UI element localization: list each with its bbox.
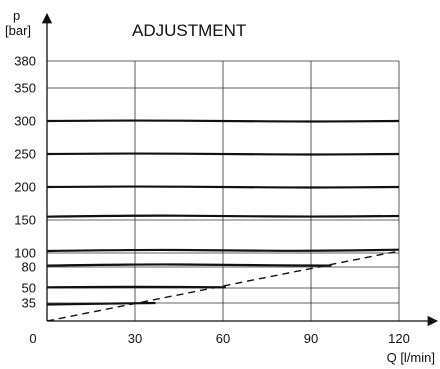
y-tick-label: 35 [22, 296, 36, 311]
y-tick-label: 150 [14, 213, 36, 228]
x-tick-label: 120 [388, 331, 410, 346]
x-axis-label: Q [l/min] [387, 350, 435, 365]
x-tick-label: 0 [29, 331, 36, 346]
series-line-1 [46, 119, 400, 123]
grid [47, 60, 400, 321]
y-tick-label: 250 [14, 147, 36, 162]
axes [41, 12, 439, 327]
series-group [46, 119, 400, 322]
y-tick-label: 350 [14, 81, 36, 96]
y-tick-label: 50 [22, 281, 36, 296]
y-tick-label: 100 [14, 246, 36, 261]
y-tick-label: 80 [22, 260, 36, 275]
x-tick-label: 90 [304, 331, 318, 346]
x-tick-label: 60 [216, 331, 230, 346]
y-axis-label: p [13, 8, 20, 23]
y-tick-label: 380 [14, 54, 36, 69]
y-axis-unit: [bar] [5, 23, 31, 38]
series-line-2 [46, 152, 400, 156]
series-line-4 [46, 214, 400, 218]
series-line-5 [46, 248, 400, 253]
y-tick-label: 300 [14, 114, 36, 129]
chart-title: ADJUSTMENT [132, 21, 246, 40]
series-line-6 [46, 263, 332, 267]
x-tick-label: 30 [128, 331, 142, 346]
series-line-3 [46, 185, 400, 189]
series-line-8 [46, 301, 156, 306]
y-tick-label: 200 [14, 180, 36, 195]
